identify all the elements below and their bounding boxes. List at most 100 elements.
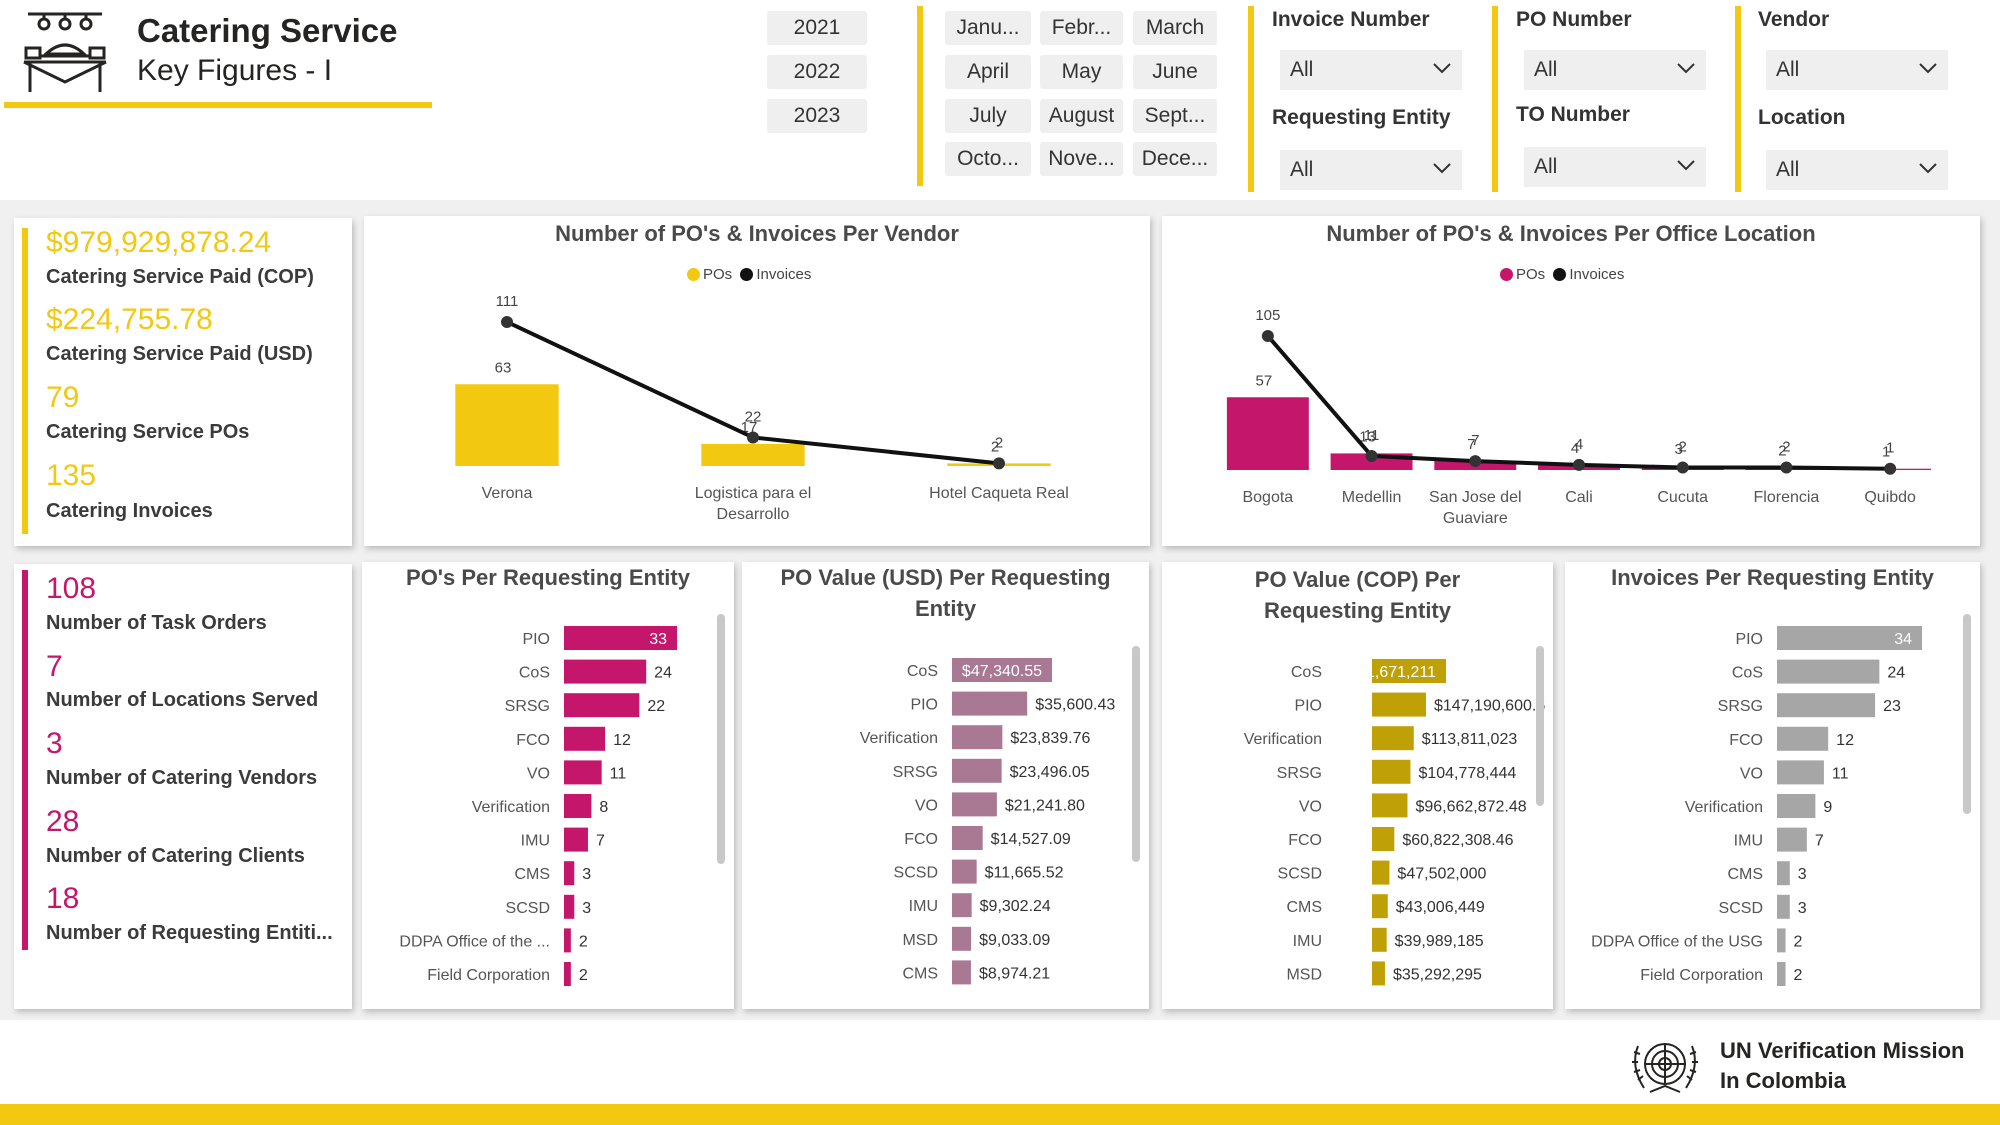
bar-value-label: $201,671,211 [1339,664,1436,681]
scrollbar[interactable] [1963,614,1971,814]
category-label: FCO [1288,832,1322,849]
bar-pos [455,384,559,466]
scrollbar[interactable] [1132,646,1140,862]
bar-value-label: 34 [1894,631,1912,648]
bar-value-label: $21,241.80 [1005,797,1085,814]
invoices-point [1676,461,1689,474]
category-label: DDPA Office of the USG [1591,933,1763,950]
bar-value-label: 24 [654,665,672,682]
kpi-locations-label: Number of Locations Served [46,689,319,711]
category-label: Verification [1685,799,1763,816]
bar [1777,693,1876,718]
category-label: Bogota [1242,489,1293,506]
scrollbar[interactable] [1536,646,1544,806]
month-july-button[interactable]: July [945,99,1031,133]
category-label: CoS [1291,664,1322,681]
year-2023-button[interactable]: 2023 [767,99,867,133]
bar [564,794,592,818]
month-may-button[interactable]: May [1040,55,1123,89]
chart-title: PO Value (COP) Per Requesting Entity [1254,567,1461,623]
category-label: SCSD [1719,900,1763,917]
kpi-accent-bar [22,228,28,534]
invoices-point [747,431,759,444]
report-title: Catering Service [137,12,398,49]
kpi-clients-value: 28 [46,805,80,838]
category-label: MSD [902,932,938,949]
category-label: MSD [1286,966,1322,983]
month-april-button[interactable]: April [945,55,1031,89]
bar-value-label: 3 [1798,866,1807,883]
bar [1372,860,1390,885]
chevron-down-icon [1677,63,1695,74]
category-label: Verification [472,799,550,816]
bar [1372,759,1411,784]
kpi-clients-label: Number of Catering Clients [46,845,305,867]
chevron-down-icon [1433,63,1451,74]
bar-value-label: 7 [1815,833,1824,850]
bar [1777,928,1786,953]
bar [1372,726,1414,751]
month-october-button[interactable]: Octo... [945,142,1031,176]
chart-title: PO's Per Requesting Entity [406,565,690,590]
year-2022-button[interactable]: 2022 [767,55,867,89]
category-label: VO [1740,765,1763,782]
month-august-button[interactable]: August [1040,99,1123,133]
divider-bar [1735,6,1741,192]
line-value-label: 4 [1575,436,1583,453]
kpi-requesting-entities-value: 18 [46,882,80,915]
category-label: Hotel Caqueta Real [929,485,1069,502]
kpi-accent-bar [22,570,28,950]
bar [564,894,575,919]
invoices-point [1261,330,1274,342]
bar-value-label: $14,527.09 [991,831,1071,848]
bar-value-label: $9,033.09 [979,932,1050,949]
invoices-per-entity-card: Invoices Per Requesting Entity PIO 34 CoS 2… [1565,562,1980,1009]
category-label: IMU [1293,933,1322,950]
category-label: Desarrollo [717,506,790,523]
chevron-down-icon [1919,163,1937,174]
bar [952,725,1003,750]
month-february-button[interactable]: Febr... [1040,11,1123,45]
category-label: Guaviare [1443,510,1508,527]
vendor-dropdown[interactable]: All [1766,50,1948,90]
year-2021-button[interactable]: 2021 [767,11,867,45]
month-march-button[interactable]: March [1133,11,1217,45]
bar-value-label: 63 [495,359,512,376]
month-june-button[interactable]: June [1133,55,1217,89]
to-number-value: All [1534,155,1558,178]
chart-legend: POs Invoices [1500,266,1624,283]
category-label: VO [915,797,938,814]
bar-value-label: 13 [1359,428,1376,445]
bar-value-label: $23,496.05 [1010,764,1090,781]
chevron-down-icon [1919,63,1937,74]
bar-value-label: 57 [1256,372,1273,389]
bar [952,893,972,918]
month-december-button[interactable]: Dece... [1133,142,1217,176]
bar [1777,659,1880,684]
category-label: FCO [516,732,550,749]
line-value-label: 1 [1886,440,1894,457]
bar-value-label: 3 [1798,900,1807,917]
po-number-dropdown[interactable]: All [1524,50,1706,90]
requesting-entity-dropdown[interactable]: All [1280,150,1462,190]
to-number-label: TO Number [1516,103,1630,126]
month-september-button[interactable]: Sept... [1133,99,1217,133]
month-november-button[interactable]: Nove... [1040,142,1123,176]
category-label: Medellin [1342,489,1402,506]
category-label: DDPA Office of the ... [399,933,550,950]
bar [564,693,640,718]
invoice-number-dropdown[interactable]: All [1280,50,1462,90]
location-dropdown[interactable]: All [1766,150,1948,190]
requesting-entity-value: All [1290,158,1314,181]
scrollbar[interactable] [717,614,725,864]
bar [1372,692,1427,717]
to-number-dropdown[interactable]: All [1524,147,1706,187]
legend-dot-invoices [1553,268,1567,281]
category-label: CMS [1286,899,1322,916]
category-label: VO [1299,798,1322,815]
month-january-button[interactable]: Janu... [945,11,1031,45]
bar [1372,827,1395,851]
location-combo-chart-card: Number of PO's & Invoices Per Office Loc… [1162,216,1980,546]
